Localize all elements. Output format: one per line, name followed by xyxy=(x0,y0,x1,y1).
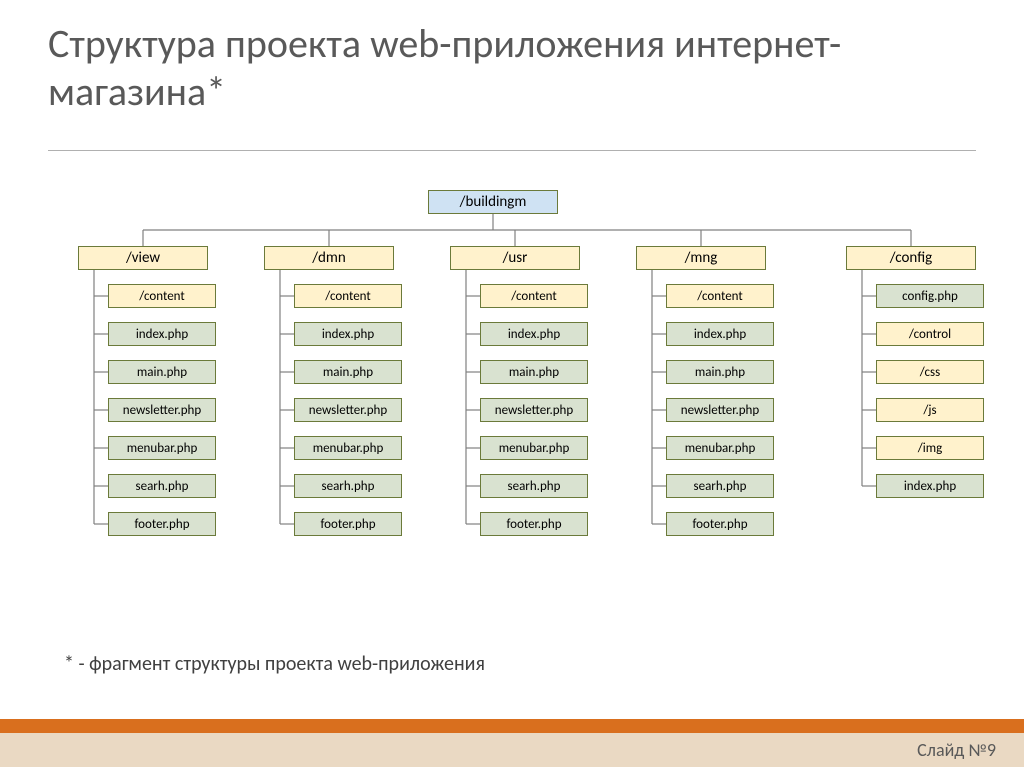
file-node: index.php xyxy=(480,322,588,346)
root-node: /buildingm xyxy=(428,190,558,214)
file-node: index.php xyxy=(876,474,984,498)
file-node: menubar.php xyxy=(108,436,216,460)
file-node: main.php xyxy=(294,360,402,384)
dir-node: /control xyxy=(876,322,984,346)
dir-node: /css xyxy=(876,360,984,384)
dir-node: /mng xyxy=(636,246,766,270)
dir-node: /config xyxy=(846,246,976,270)
file-node: main.php xyxy=(108,360,216,384)
project-structure-diagram: /buildingm/view/content index.php main.php… xyxy=(48,190,976,630)
dir-node: /js xyxy=(876,398,984,422)
file-node: index.php xyxy=(108,322,216,346)
file-node: newsletter.php xyxy=(108,398,216,422)
dir-node: /usr xyxy=(450,246,580,270)
dir-node: /img xyxy=(876,436,984,460)
dir-node: /content xyxy=(108,284,216,308)
footer-band: Слайд №9 xyxy=(0,733,1024,767)
dir-node: /content xyxy=(666,284,774,308)
dir-node: /content xyxy=(294,284,402,308)
file-node: index.php xyxy=(294,322,402,346)
file-node: menubar.php xyxy=(666,436,774,460)
file-node: main.php xyxy=(480,360,588,384)
file-node: menubar.php xyxy=(294,436,402,460)
dir-node: /view xyxy=(78,246,208,270)
slide-number: Слайд №9 xyxy=(917,739,996,761)
dir-node: /dmn xyxy=(264,246,394,270)
file-node: newsletter.php xyxy=(294,398,402,422)
file-node: newsletter.php xyxy=(666,398,774,422)
file-node: config.php xyxy=(876,284,984,308)
dir-node: /content xyxy=(480,284,588,308)
file-node: newsletter.php xyxy=(480,398,588,422)
file-node: searh.php xyxy=(294,474,402,498)
file-node: footer.php xyxy=(666,512,774,536)
footer: Слайд №9 xyxy=(0,717,1024,767)
file-node: footer.php xyxy=(294,512,402,536)
file-node: footer.php xyxy=(108,512,216,536)
footer-accent xyxy=(0,719,1024,733)
file-node: searh.php xyxy=(108,474,216,498)
file-node: index.php xyxy=(666,322,774,346)
file-node: main.php xyxy=(666,360,774,384)
file-node: menubar.php xyxy=(480,436,588,460)
file-node: searh.php xyxy=(666,474,774,498)
title-divider xyxy=(48,150,976,151)
footnote: * - фрагмент структуры проекта web-прило… xyxy=(64,652,485,676)
file-node: footer.php xyxy=(480,512,588,536)
file-node: searh.php xyxy=(480,474,588,498)
slide-title: Структура проекта web-приложения интерне… xyxy=(48,20,968,116)
